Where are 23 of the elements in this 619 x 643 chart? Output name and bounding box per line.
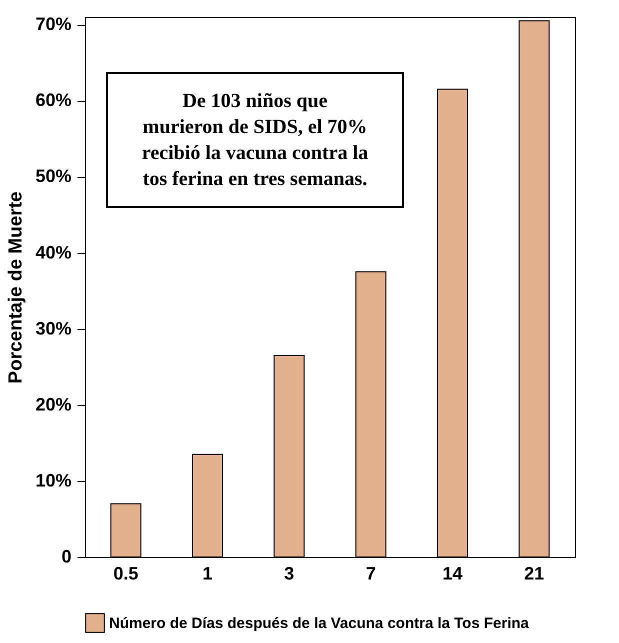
text-box: De 103 niños que murieron de SIDS, el 70% recibió la vacuna contra la tos ferina en tres semanas. <box>106 72 404 208</box>
y-tick-label: 60% <box>35 90 72 110</box>
x-tick-label: 0.5 <box>113 564 138 584</box>
y-tick-label: 50% <box>35 166 72 186</box>
bar <box>437 88 468 558</box>
bar <box>274 354 305 558</box>
x-tick-label: 3 <box>284 564 294 584</box>
y-tick-label: 70% <box>35 14 72 34</box>
x-tick-label: 21 <box>524 564 544 584</box>
y-axis-title: Porcentaje de Muerte <box>5 191 26 384</box>
y-tick-label: 20% <box>35 394 72 414</box>
bar <box>110 503 142 558</box>
y-tick-label: 10% <box>35 470 72 490</box>
bar <box>192 454 223 558</box>
x-tick-label: 14 <box>442 564 463 584</box>
legend-label: Número de Días después de la Vacuna contra la Tos Ferina <box>109 615 530 632</box>
bar <box>518 20 550 558</box>
y-tick-label: 0 <box>61 546 72 566</box>
y-tick-label: 40% <box>35 242 72 262</box>
y-tick-label: 30% <box>35 318 72 338</box>
bar <box>355 271 386 558</box>
x-tick-label: 7 <box>366 564 376 584</box>
x-tick-label: 1 <box>202 564 213 584</box>
